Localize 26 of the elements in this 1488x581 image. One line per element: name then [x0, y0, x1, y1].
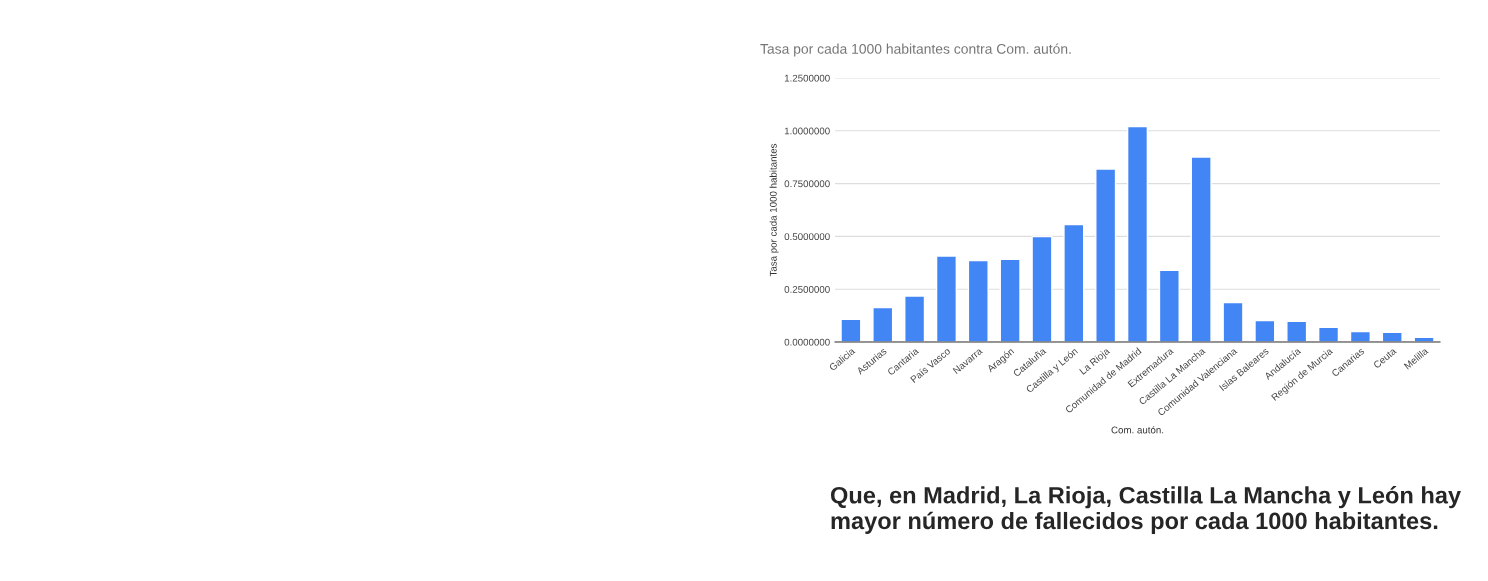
bar — [1190, 156, 1212, 342]
bar — [999, 258, 1021, 342]
bar — [1317, 326, 1340, 342]
x-axis-title: Com. autón. — [1111, 426, 1164, 434]
y-tick-label: 0.5000000 — [784, 233, 830, 241]
y-axis-title: Tasa por cada 1000 habitantes — [769, 143, 779, 277]
bar — [1095, 168, 1117, 342]
bar — [1158, 269, 1180, 342]
y-tick-label: 1.0000000 — [784, 127, 830, 135]
y-tick-label: 0.2500000 — [784, 285, 830, 293]
text: Que, en Madrid, La Rioja, Castilla La Mancha y León hay mayor número de fallecidos por cada 1000 habitantes. — [830, 486, 1461, 534]
bar — [1063, 223, 1085, 342]
bar — [967, 259, 989, 342]
y-tick-label: 0.0000000 — [784, 338, 830, 346]
bar — [840, 318, 862, 342]
bar — [935, 255, 958, 342]
bar — [1222, 301, 1244, 342]
bar — [872, 306, 894, 342]
bar — [1031, 235, 1053, 342]
y-tick-label: 0.7500000 — [784, 180, 830, 188]
bar — [904, 295, 926, 342]
bar — [1126, 125, 1149, 342]
bar — [1254, 319, 1276, 342]
y-tick-label: 1.2500000 — [784, 74, 830, 82]
chart-title: Tasa por cada 1000 habitantes contra Com. autón. — [760, 43, 1071, 57]
bar — [1286, 320, 1308, 342]
